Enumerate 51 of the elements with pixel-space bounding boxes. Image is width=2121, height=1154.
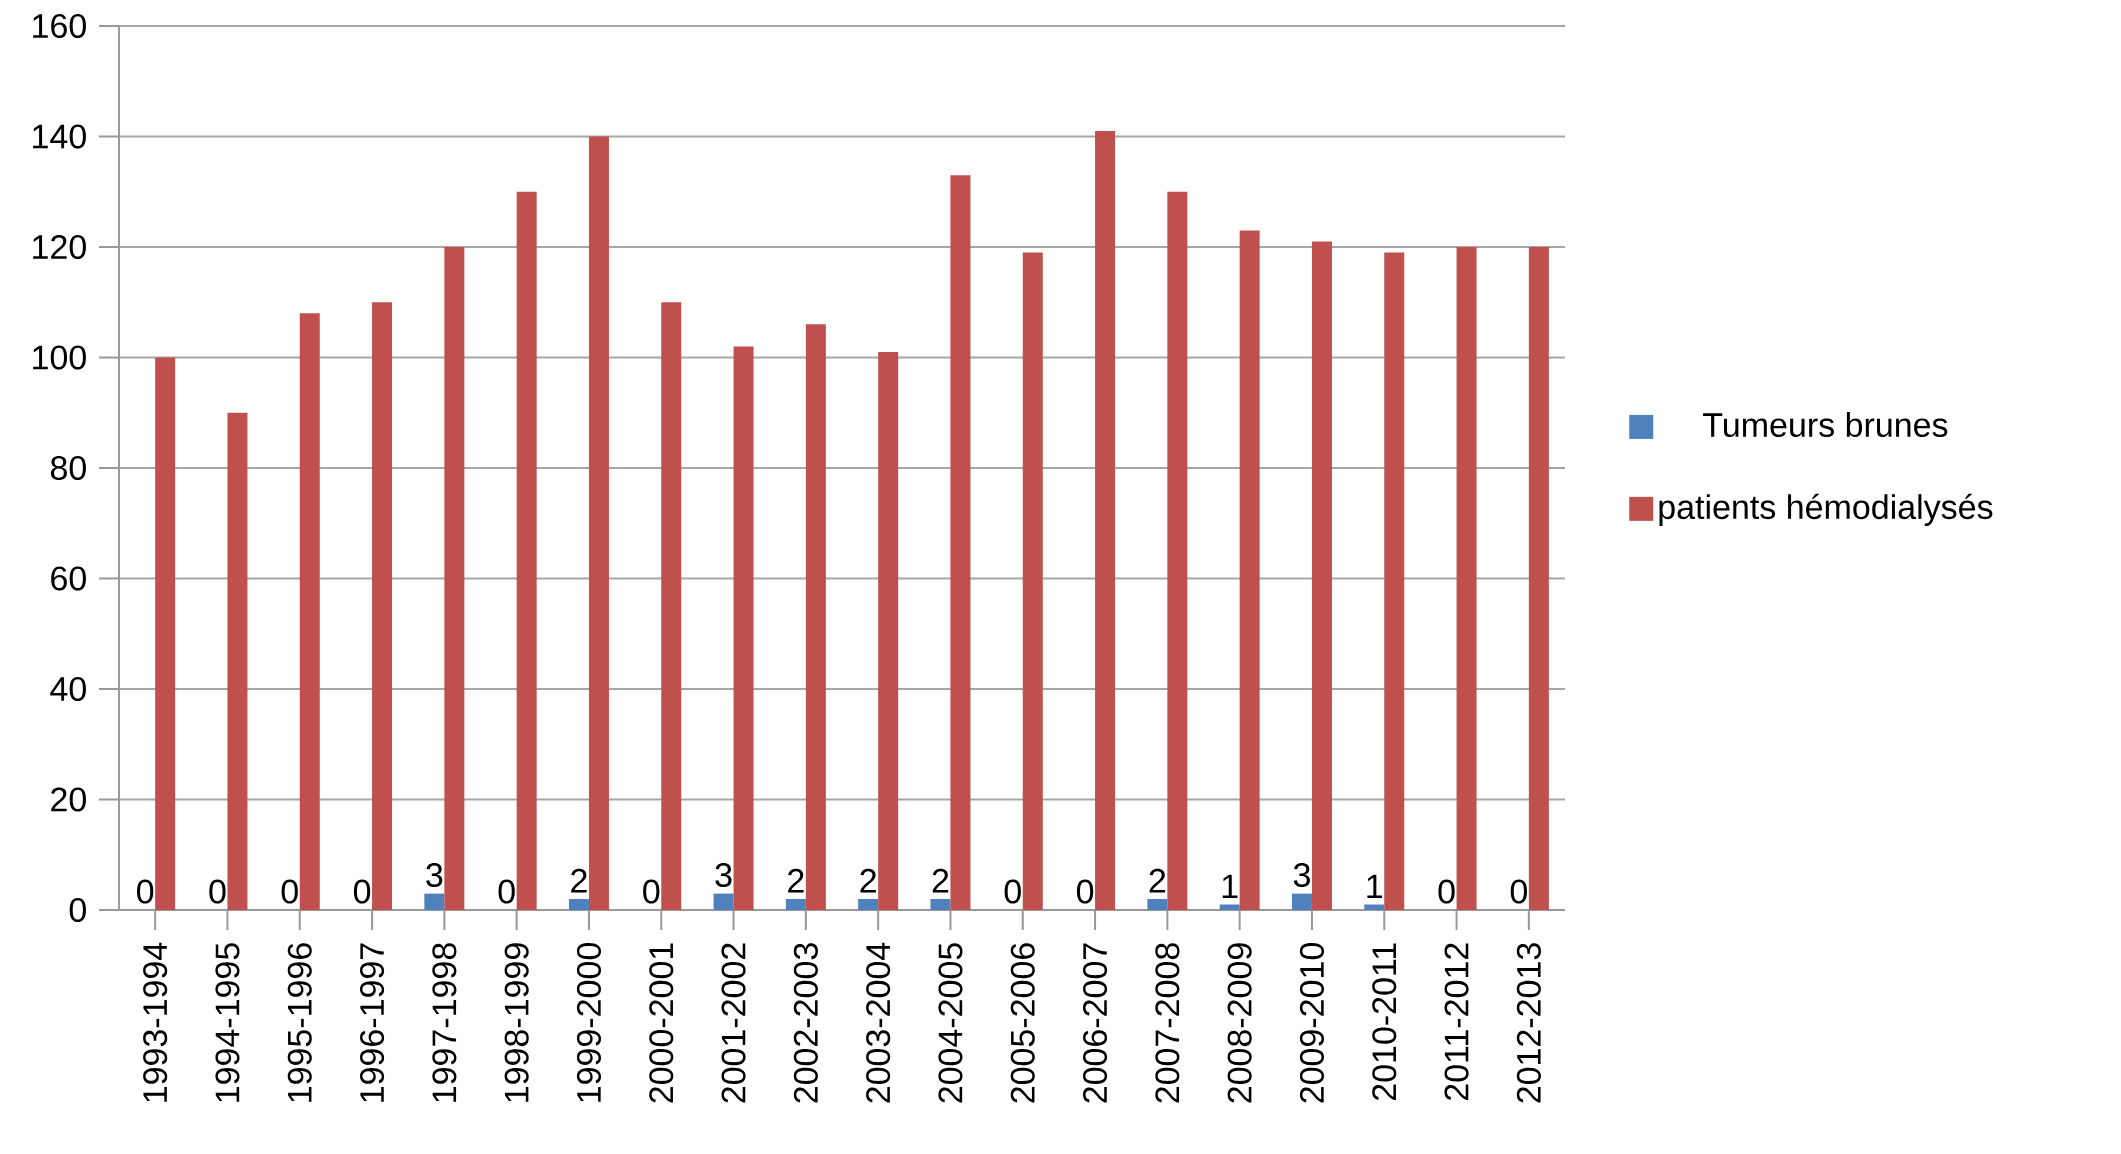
x-tick-label: 2001-2002 [721, 943, 746, 1103]
data-label: 2 [860, 868, 876, 893]
x-tick-label: 2000-2001 [649, 943, 674, 1103]
y-tick-label: 100 [33, 345, 86, 370]
y-tick-label: 120 [33, 234, 86, 260]
x-tick-label: 1993-1994 [143, 942, 168, 1102]
x-tick-label: 1997-1998 [432, 943, 457, 1102]
x-tick-label: 2002-2003 [793, 943, 818, 1103]
data-label: 0 [1438, 879, 1455, 904]
x-tick-label: 2006-2007 [1083, 943, 1108, 1103]
x-tick-label: 2008-2009 [1227, 943, 1252, 1103]
legend-label: Tumeurs brunes [1703, 412, 1948, 438]
y-tick-label: 40 [50, 676, 86, 702]
data-label: 1 [1222, 874, 1238, 899]
data-label: 0 [643, 879, 660, 904]
x-tick-label: 2009-2010 [1299, 943, 1325, 1103]
data-label: 2 [571, 868, 587, 893]
data-label: 0 [137, 879, 154, 904]
data-label: 3 [1293, 862, 1310, 888]
x-tick-label: 1996-1997 [360, 943, 385, 1102]
x-tick-label: 1998-1999 [504, 943, 529, 1102]
data-label: 2 [1149, 868, 1166, 893]
data-label: 1 [1367, 874, 1383, 899]
x-tick-label: 1994-1995 [215, 943, 240, 1102]
data-label: 3 [715, 862, 732, 888]
x-tick-label: 1995-1996 [287, 943, 312, 1102]
data-label: 3 [426, 862, 443, 888]
y-tick-label: 80 [50, 455, 86, 481]
legend-label: patients hémodialysés [1659, 493, 1993, 526]
x-tick-label: 2012-2013 [1516, 943, 1541, 1103]
x-tick-label: 2010-2011 [1372, 943, 1397, 1101]
data-label: 0 [498, 879, 515, 904]
data-label: 0 [209, 879, 226, 904]
y-tick-label: 20 [51, 787, 86, 812]
y-tick-label: 0 [69, 897, 86, 923]
y-tick-label: 60 [51, 566, 86, 591]
data-label: 0 [353, 879, 371, 904]
data-label: 0 [1510, 879, 1527, 904]
data-label: 2 [788, 868, 804, 893]
x-tick-label: 1999-2000 [576, 943, 602, 1102]
y-tick-label: 140 [33, 124, 86, 149]
x-tick-label: 2007-2008 [1155, 943, 1180, 1103]
x-tick-label: 2003-2004 [866, 942, 891, 1103]
data-label: 0 [1004, 879, 1021, 904]
x-tick-label: 2004-2005 [938, 943, 963, 1103]
y-tick-label: 160 [33, 13, 86, 39]
data-label: 2 [932, 868, 949, 893]
x-tick-label: 2011-2012 [1444, 943, 1469, 1101]
x-tick-label: 2005-2006 [1010, 943, 1035, 1103]
data-label: 0 [281, 879, 298, 904]
data-label: 0 [1076, 879, 1094, 904]
